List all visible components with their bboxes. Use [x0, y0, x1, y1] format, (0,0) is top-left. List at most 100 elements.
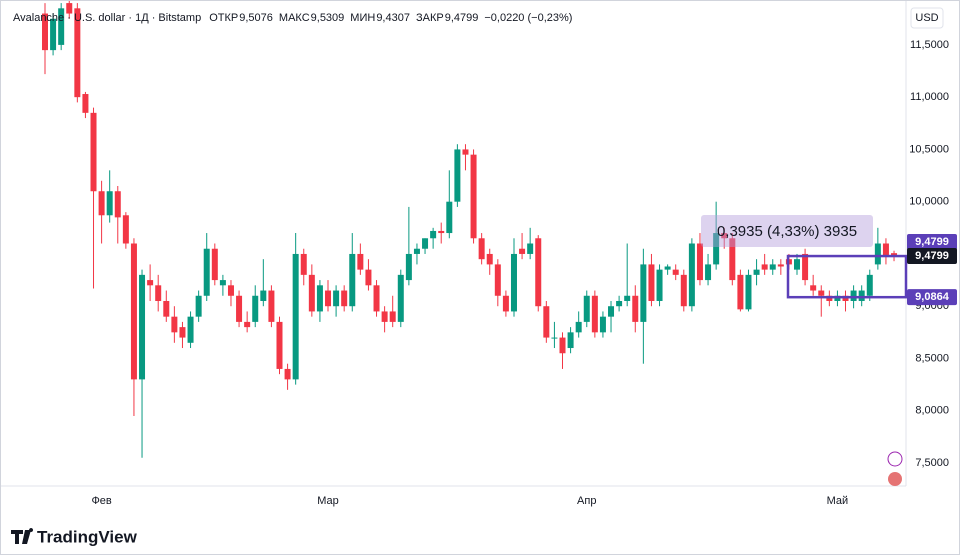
price-tag	[907, 289, 957, 306]
header-high-label: МАКС	[279, 12, 310, 24]
candle-body	[858, 290, 865, 301]
header: Avalanche · U.S. dollar · 1Д · Bitstamp	[13, 12, 201, 24]
candle-body	[535, 238, 542, 307]
header-open: 9,5076	[239, 12, 273, 24]
candle-body	[672, 269, 679, 275]
candle-body	[866, 274, 873, 296]
currency[interactable]: USD	[915, 12, 938, 24]
candle-body	[438, 230, 445, 234]
candle-body	[624, 295, 631, 301]
candle-body	[341, 290, 348, 307]
candle-body	[195, 295, 202, 317]
candle-body	[333, 290, 340, 307]
candle-body	[608, 306, 615, 317]
candle-body	[591, 295, 598, 333]
candle-body	[203, 248, 210, 296]
candle-body	[454, 149, 461, 202]
candle-body	[713, 233, 720, 265]
candle-body	[252, 295, 259, 322]
candle-body	[478, 238, 485, 260]
candle-body	[106, 191, 113, 216]
candle-body	[405, 253, 412, 281]
logo-icon	[11, 528, 34, 544]
header-change: −0,0220 (−0,23%)	[484, 12, 572, 24]
y-tick-label: 10,5000	[909, 143, 949, 155]
candle-body	[793, 259, 800, 270]
y-tick-label: 8,0000	[915, 405, 949, 417]
candle-body	[139, 274, 146, 380]
candle-body	[656, 269, 663, 301]
measure-label-box	[701, 215, 873, 247]
candle-body	[66, 3, 73, 14]
candle-body	[632, 295, 639, 322]
candle-body	[664, 266, 671, 270]
candle-body	[308, 274, 315, 312]
candle-body	[737, 274, 744, 310]
candle-body	[74, 8, 81, 98]
candle-body	[882, 243, 889, 257]
candle-body	[616, 300, 623, 307]
candle-body	[874, 243, 881, 265]
x-tick-label: Фев	[91, 495, 111, 507]
candle-body	[171, 316, 178, 333]
candle-body	[543, 306, 550, 338]
candle-body	[519, 248, 526, 254]
candle-body	[365, 269, 372, 286]
candle-body	[122, 215, 129, 244]
candle-body	[430, 230, 437, 239]
candle-body	[284, 368, 291, 380]
price-tag-label: 9,4799	[915, 250, 949, 262]
header-close: 9,4799	[445, 12, 479, 24]
candle-body	[705, 264, 712, 281]
candle-body	[82, 94, 89, 113]
candle-body	[58, 8, 65, 45]
candle-body	[187, 316, 194, 343]
candle-body	[567, 332, 574, 349]
price-tag-label: 9,4799	[915, 236, 949, 248]
event-icon[interactable]	[887, 451, 903, 467]
y-tick-label: 11,5000	[910, 39, 949, 51]
candle-body	[349, 253, 356, 307]
candle-body	[502, 295, 509, 312]
candle-body	[381, 311, 388, 322]
header-low-label: МИН	[350, 12, 375, 24]
candle-body	[810, 285, 817, 291]
candle-body	[422, 238, 429, 249]
candle-body	[244, 321, 251, 328]
candle-body	[236, 295, 243, 322]
candle-body	[50, 18, 57, 51]
candle-body	[891, 253, 898, 257]
candle-body	[494, 264, 501, 296]
candle-body	[357, 253, 364, 270]
y-tick-label: 10,0000	[909, 196, 949, 208]
flag-icon[interactable]	[888, 472, 902, 486]
x-tick-label: Май	[827, 495, 849, 507]
candle-body	[325, 290, 332, 307]
candle-body	[316, 285, 323, 312]
currency-button[interactable]	[910, 7, 944, 29]
candle-body	[155, 285, 162, 301]
candle-body	[640, 264, 647, 322]
candle-body	[130, 243, 137, 380]
candle-body	[769, 264, 776, 270]
candle-body	[761, 264, 768, 270]
candle-body	[599, 316, 606, 333]
candle-body	[688, 243, 695, 307]
header-high: 9,5309	[311, 12, 345, 24]
candle-body	[260, 290, 267, 301]
y-tick-label: 8,5000	[915, 352, 949, 364]
candle-body	[470, 154, 477, 239]
candle-body	[179, 327, 186, 338]
candle-body	[729, 238, 736, 281]
header-close-label: ЗАКР	[416, 12, 444, 24]
candle-body	[721, 233, 728, 239]
candle-body	[850, 290, 857, 301]
candle-body	[413, 248, 420, 254]
plot	[42, 1, 898, 458]
candle-body	[527, 243, 534, 254]
candle-body	[300, 253, 307, 275]
candle-body	[753, 269, 760, 275]
y-tick-label: 11,0000	[910, 91, 949, 103]
candle-body	[818, 290, 825, 296]
